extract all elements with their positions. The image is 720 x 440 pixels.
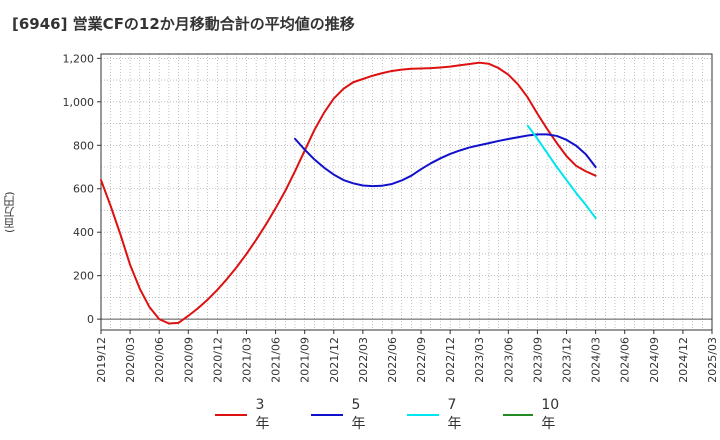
x-tick-label: 2021/03 — [240, 337, 253, 383]
y-tick-label: 800 — [73, 139, 94, 152]
y-tick-label: 400 — [73, 226, 94, 239]
legend-swatch — [407, 414, 440, 416]
x-tick-label: 2023/03 — [473, 337, 486, 383]
x-tick-label: 2023/12 — [561, 337, 574, 383]
x-tick-label: 2021/06 — [270, 337, 283, 383]
grid-layer — [100, 54, 713, 330]
legend-item-1: 3年 — [215, 397, 275, 433]
legend-label: 10年 — [541, 397, 560, 432]
y-tick-label: 200 — [73, 270, 94, 283]
x-tick-label: 2019/12 — [95, 337, 108, 383]
x-tick-label: 2024/03 — [590, 337, 603, 383]
plot-background — [101, 54, 712, 330]
legend-item-2: 5年 — [311, 397, 371, 433]
x-tick-label: 2020/12 — [211, 337, 224, 383]
x-tick-label: 2024/09 — [648, 337, 661, 383]
x-tick-label: 2023/09 — [531, 337, 544, 383]
x-tick-label: 2021/09 — [299, 337, 312, 383]
chart-title: [6946] 営業CFの12か月移動合計の平均値の推移 — [12, 15, 355, 33]
y-tick-label: 1,200 — [63, 52, 95, 65]
legend-item-4: 10年 — [503, 397, 567, 433]
legend-label: 5年 — [351, 397, 366, 432]
legend-label: 7年 — [447, 397, 462, 432]
x-tick-label: 2023/06 — [502, 337, 515, 383]
x-tick-label: 2020/09 — [182, 337, 195, 383]
series-line-2 — [293, 133, 597, 188]
y-tick-label: 600 — [73, 183, 94, 196]
chart-area: 0 200 400 600 800 1,000 1,200 2019/12 2020/03 202… — [63, 52, 720, 382]
legend-swatch — [215, 414, 248, 416]
plot-frame — [100, 53, 713, 331]
legend-swatch — [503, 414, 534, 416]
x-tick-label: 2022/09 — [415, 337, 428, 383]
legend: 3年 5年 7年 10年 — [215, 397, 595, 432]
y-tick-label: 0 — [87, 313, 94, 326]
x-tick-label: 2022/03 — [357, 337, 370, 383]
series-layer — [100, 61, 597, 325]
x-tick-label: 2020/06 — [153, 337, 166, 383]
x-tick-label: 2020/03 — [124, 337, 137, 383]
x-tick-label: 2022/06 — [386, 337, 399, 383]
axis-layer: 0 200 400 600 800 1,000 1,200 2019/12 2020/03 202… — [63, 52, 720, 382]
x-tick-label: 2024/12 — [677, 337, 690, 383]
legend-swatch — [311, 414, 344, 416]
x-tick-label: 2021/12 — [328, 337, 341, 383]
x-tick-label: 2025/03 — [706, 337, 719, 383]
series-line-1 — [100, 61, 597, 325]
y-tick-label: 1,000 — [63, 96, 95, 109]
x-tick-label: 2022/12 — [444, 337, 457, 383]
series-line-3 — [526, 124, 597, 220]
legend-item-3: 7年 — [407, 397, 467, 433]
legend-label: 3年 — [255, 397, 270, 432]
x-tick-label: 2024/06 — [619, 337, 632, 383]
